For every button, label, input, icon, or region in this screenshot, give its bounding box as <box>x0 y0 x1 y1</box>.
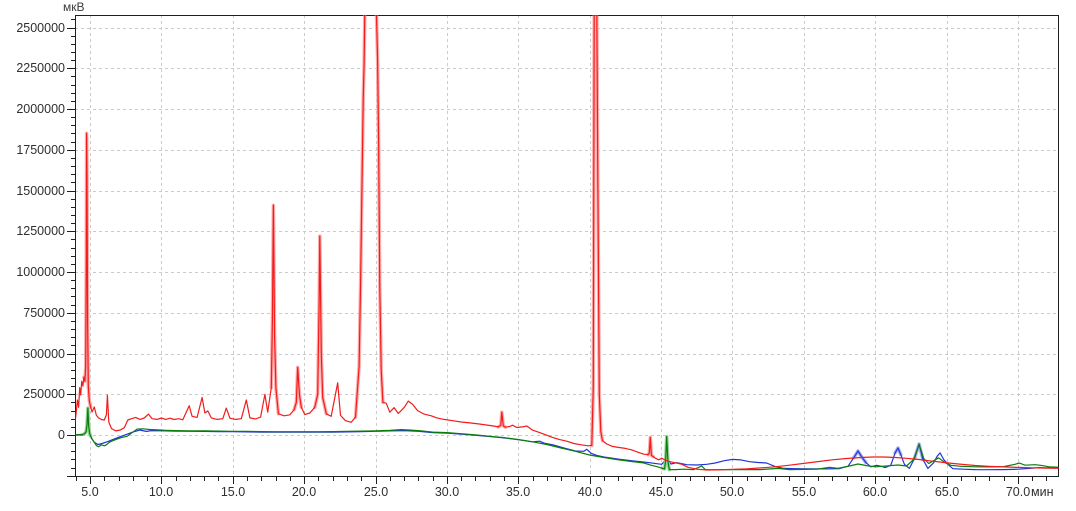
x-tick-label: 5.0 <box>81 485 98 499</box>
x-tick-label: 40.0 <box>578 485 602 499</box>
y-tick-label: 2250000 <box>16 61 65 75</box>
plot-border <box>75 15 1059 477</box>
trace-channel-blue <box>75 419 1059 471</box>
x-tick-label: 30.0 <box>435 485 459 499</box>
y-tick-label: 250000 <box>23 387 65 401</box>
x-tick-label: 20.0 <box>292 485 316 499</box>
traces <box>75 15 1059 472</box>
x-tick-label: 45.0 <box>649 485 673 499</box>
x-tick-label: 10.0 <box>149 485 173 499</box>
x-tick-label: 60.0 <box>863 485 887 499</box>
y-tick-label: 2000000 <box>16 102 65 116</box>
y-tick-label: 500000 <box>23 347 65 361</box>
y-tick-label: 1500000 <box>16 184 65 198</box>
trace-channel-red <box>75 15 1059 471</box>
y-tick-label: 1000000 <box>16 265 65 279</box>
x-tick-label: 50.0 <box>720 485 744 499</box>
x-tick-label: 65.0 <box>935 485 959 499</box>
x-tick-label: 55.0 <box>792 485 816 499</box>
trace-channel-green <box>75 407 1059 471</box>
y-tick-label: 2500000 <box>16 21 65 35</box>
y-axis-unit-label: мкВ <box>63 0 85 14</box>
axis-ticks <box>67 19 1047 484</box>
x-tick-label: 25.0 <box>364 485 388 499</box>
y-tick-label: 1750000 <box>16 143 65 157</box>
y-tick-label: 1250000 <box>16 224 65 238</box>
grid-lines <box>75 15 1059 477</box>
x-tick-label: 35.0 <box>506 485 530 499</box>
x-tick-label: 15.0 <box>221 485 245 499</box>
y-tick-label: 750000 <box>23 306 65 320</box>
x-axis-labels: 5.0 10.0 15.0 20.0 25.0 30.0 35.0 40.0 45.0 50.0 5… <box>81 485 1053 499</box>
y-axis-labels: 0 250000 500000 750000 1000000 1250000 1500000… <box>16 21 65 442</box>
x-tick-label: 70.0 <box>1006 485 1030 499</box>
x-axis-unit-label: мин <box>1031 485 1054 499</box>
y-tick-label: 0 <box>58 428 65 442</box>
